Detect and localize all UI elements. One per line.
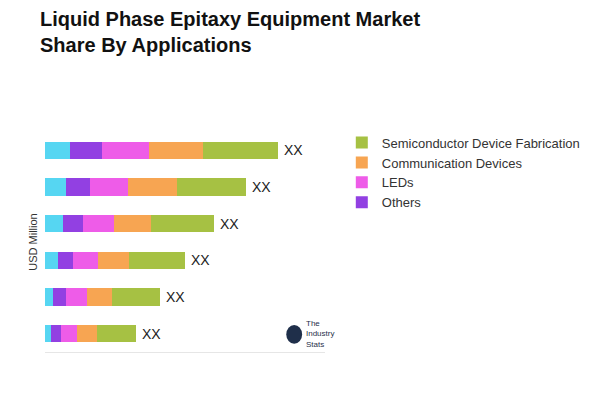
- svg-text:Communication Devices: Communication Devices: [382, 156, 523, 171]
- svg-text:TheIndustryStats: TheIndustryStats: [306, 319, 334, 349]
- svg-text:XX: XX: [284, 142, 303, 158]
- svg-text:XX: XX: [252, 179, 271, 195]
- svg-text:USD Million: USD Million: [27, 213, 39, 270]
- svg-text:Others: Others: [382, 195, 422, 210]
- svg-text:Liquid Phase Epitaxy Equipment: Liquid Phase Epitaxy Equipment MarketSha…: [40, 8, 420, 56]
- svg-text:XX: XX: [220, 216, 239, 232]
- svg-text:LEDs: LEDs: [382, 175, 414, 190]
- svg-text:XX: XX: [191, 252, 210, 268]
- svg-text:XX: XX: [166, 289, 185, 305]
- svg-text:Semiconductor Device Fabricati: Semiconductor Device Fabrication: [382, 136, 580, 151]
- svg-text:XX: XX: [142, 326, 161, 342]
